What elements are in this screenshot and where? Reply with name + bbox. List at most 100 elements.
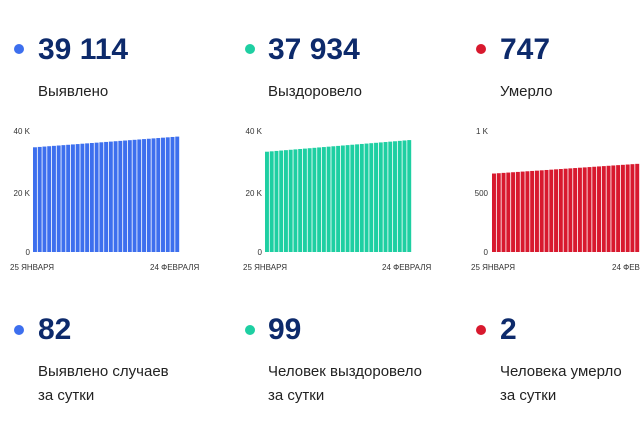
bar [492, 173, 496, 252]
bar [142, 139, 146, 252]
bar [407, 140, 412, 252]
bar [283, 150, 288, 252]
bar [511, 172, 516, 252]
bar [94, 142, 99, 252]
bar [56, 145, 61, 252]
bar [61, 145, 66, 252]
bar [42, 146, 47, 252]
bar [597, 166, 601, 252]
daily-detected-label-1: Выявлено случаев [38, 363, 169, 380]
bar [501, 172, 506, 252]
bar [525, 171, 530, 252]
bar [156, 138, 161, 252]
bar [108, 141, 113, 252]
bar [496, 173, 501, 252]
daily-recovered-value: 99 [268, 313, 302, 346]
chart-recovered: 40 K 20 K 0 25 ЯНВАРЯ 24 ФЕВРАЛЯ [243, 127, 431, 272]
bar [563, 168, 568, 252]
bar [601, 166, 606, 252]
bar [388, 141, 393, 252]
chart-died: 1 K 500 0 25 ЯНВАРЯ 24 ФЕВРАЛЯ [471, 127, 640, 272]
green-dot-icon [245, 325, 255, 335]
bar [620, 164, 625, 252]
bar [558, 169, 563, 252]
bar [127, 140, 132, 252]
bar [515, 171, 520, 252]
bar [573, 168, 578, 252]
bar [104, 141, 109, 252]
bar [582, 167, 587, 252]
y-tick-label: 500 [475, 189, 489, 198]
stat-recovered-value: 37 934 [268, 33, 360, 66]
y-tick-label: 1 K [476, 127, 489, 136]
bar [47, 146, 52, 252]
bar [549, 169, 554, 252]
bar [123, 140, 128, 252]
bar [85, 143, 90, 252]
y-tick-label: 0 [258, 248, 263, 257]
blue-dot-icon [14, 325, 24, 335]
bar [293, 149, 298, 252]
bar [577, 167, 582, 252]
bar [302, 148, 307, 252]
y-tick-label: 40 K [246, 127, 263, 136]
x-tick-label: 25 ЯНВАРЯ [471, 263, 515, 272]
bar [118, 140, 123, 252]
y-tick-label: 20 K [14, 189, 31, 198]
daily-died-label-2: за сутки [500, 387, 557, 404]
bar [355, 144, 360, 252]
bar [364, 143, 369, 252]
bar [312, 147, 317, 252]
bar [616, 165, 621, 252]
bar [530, 170, 535, 252]
bar [630, 164, 635, 252]
stat-detected-value: 39 114 [38, 33, 129, 66]
bar [269, 151, 274, 252]
bar [611, 165, 616, 252]
bar [113, 141, 118, 252]
bar [265, 151, 269, 252]
bar [534, 170, 539, 252]
stat-recovered-label: Выздоровело [268, 83, 363, 100]
bar [132, 139, 137, 252]
bar [33, 147, 37, 252]
bar [321, 147, 326, 252]
y-tick-label: 20 K [246, 189, 263, 198]
bar [539, 170, 544, 252]
bar [70, 144, 75, 252]
x-tick-label: 24 ФЕВРАЛЯ [150, 263, 199, 272]
red-dot-icon [476, 44, 486, 54]
green-dot-icon [245, 44, 255, 54]
x-tick-label: 25 ЯНВАРЯ [10, 263, 54, 272]
y-tick-label: 0 [26, 248, 31, 257]
bar [393, 141, 397, 252]
bar [37, 146, 42, 252]
bar [161, 137, 165, 252]
bar [402, 140, 407, 252]
bar [587, 167, 592, 252]
blue-dot-icon [14, 44, 24, 54]
x-tick-label: 24 ФЕВРАЛЯ [612, 263, 640, 272]
bar [298, 148, 303, 252]
bar [146, 138, 151, 252]
x-tick-label: 24 ФЕВРАЛЯ [382, 263, 431, 272]
bar [317, 147, 322, 252]
y-tick-label: 40 K [14, 127, 31, 136]
bar [625, 164, 630, 252]
bar [274, 150, 279, 252]
bar [51, 145, 56, 252]
bar [75, 144, 80, 252]
stat-died-value: 747 [500, 33, 551, 66]
bar [544, 169, 549, 252]
bar [345, 145, 350, 252]
bar [568, 168, 573, 252]
bar [359, 143, 364, 252]
bar [520, 171, 525, 252]
daily-detected-label-2: за сутки [38, 387, 95, 404]
red-dot-icon [476, 325, 486, 335]
daily-died-value: 2 [500, 313, 517, 346]
bar [506, 172, 511, 252]
bar [336, 145, 341, 252]
daily-recovered-label-1: Человек выздоровело [268, 363, 422, 380]
